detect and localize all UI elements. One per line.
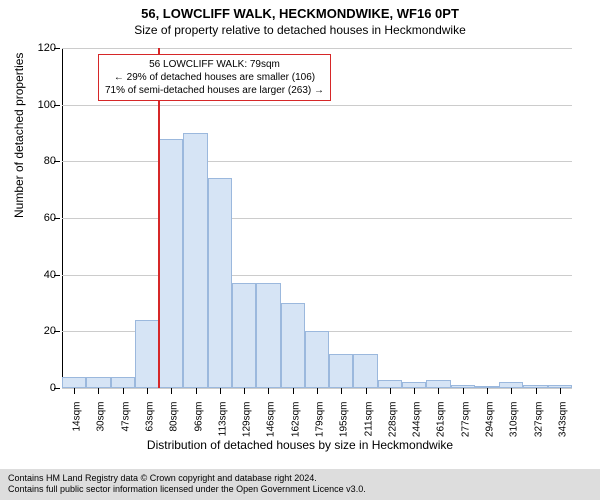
gridline [62,275,572,276]
gridline [62,105,572,106]
x-tick [366,388,367,394]
x-tick [123,388,124,394]
y-axis-label: Number of detached properties [12,53,26,218]
y-tick-label: 80 [16,155,56,167]
x-tick [268,388,269,394]
y-tick-label: 60 [16,212,56,224]
chart-title: 56, LOWCLIFF WALK, HECKMONDWIKE, WF16 0P… [0,0,600,21]
annotation-box: 56 LOWCLIFF WALK: 79sqm ← 29% of detache… [98,54,331,101]
footer-line1: Contains HM Land Registry data © Crown c… [8,473,592,485]
plot-area: 02040608010012014sqm30sqm47sqm63sqm80sqm… [62,48,572,388]
x-axis-label: Distribution of detached houses by size … [0,438,600,452]
y-tick-label: 20 [16,325,56,337]
x-tick [463,388,464,394]
bar [111,377,135,388]
y-tick-label: 0 [16,382,56,394]
annotation-line1: 56 LOWCLIFF WALK: 79sqm [105,58,324,71]
bar [232,283,256,388]
bar [159,139,183,388]
x-tick [414,388,415,394]
bar [256,283,280,388]
chart-container: 56, LOWCLIFF WALK, HECKMONDWIKE, WF16 0P… [0,0,600,500]
x-tick [98,388,99,394]
x-tick [171,388,172,394]
x-tick [244,388,245,394]
bar [183,133,207,388]
bar [305,331,329,388]
gridline [62,161,572,162]
x-tick [390,388,391,394]
bar [281,303,305,388]
x-tick [487,388,488,394]
bar [208,178,232,388]
chart-subtitle: Size of property relative to detached ho… [0,21,600,41]
x-tick [147,388,148,394]
x-tick [560,388,561,394]
bar [329,354,353,388]
y-tick-label: 100 [16,99,56,111]
x-tick [536,388,537,394]
x-tick [74,388,75,394]
annotation-line2: ← 29% of detached houses are smaller (10… [105,71,324,84]
x-tick [293,388,294,394]
bar [378,380,402,389]
bar [135,320,159,388]
footer-line2: Contains full public sector information … [8,484,592,496]
x-tick [438,388,439,394]
x-tick [341,388,342,394]
bar [353,354,377,388]
x-tick [511,388,512,394]
bar [426,380,450,389]
bar [86,377,110,388]
x-tick [196,388,197,394]
gridline [62,48,572,49]
y-tick-label: 120 [16,42,56,54]
y-tick-label: 40 [16,269,56,281]
x-tick [317,388,318,394]
x-tick [220,388,221,394]
footer: Contains HM Land Registry data © Crown c… [0,469,600,500]
annotation-line3: 71% of semi-detached houses are larger (… [105,84,324,97]
bar [62,377,86,388]
gridline [62,218,572,219]
